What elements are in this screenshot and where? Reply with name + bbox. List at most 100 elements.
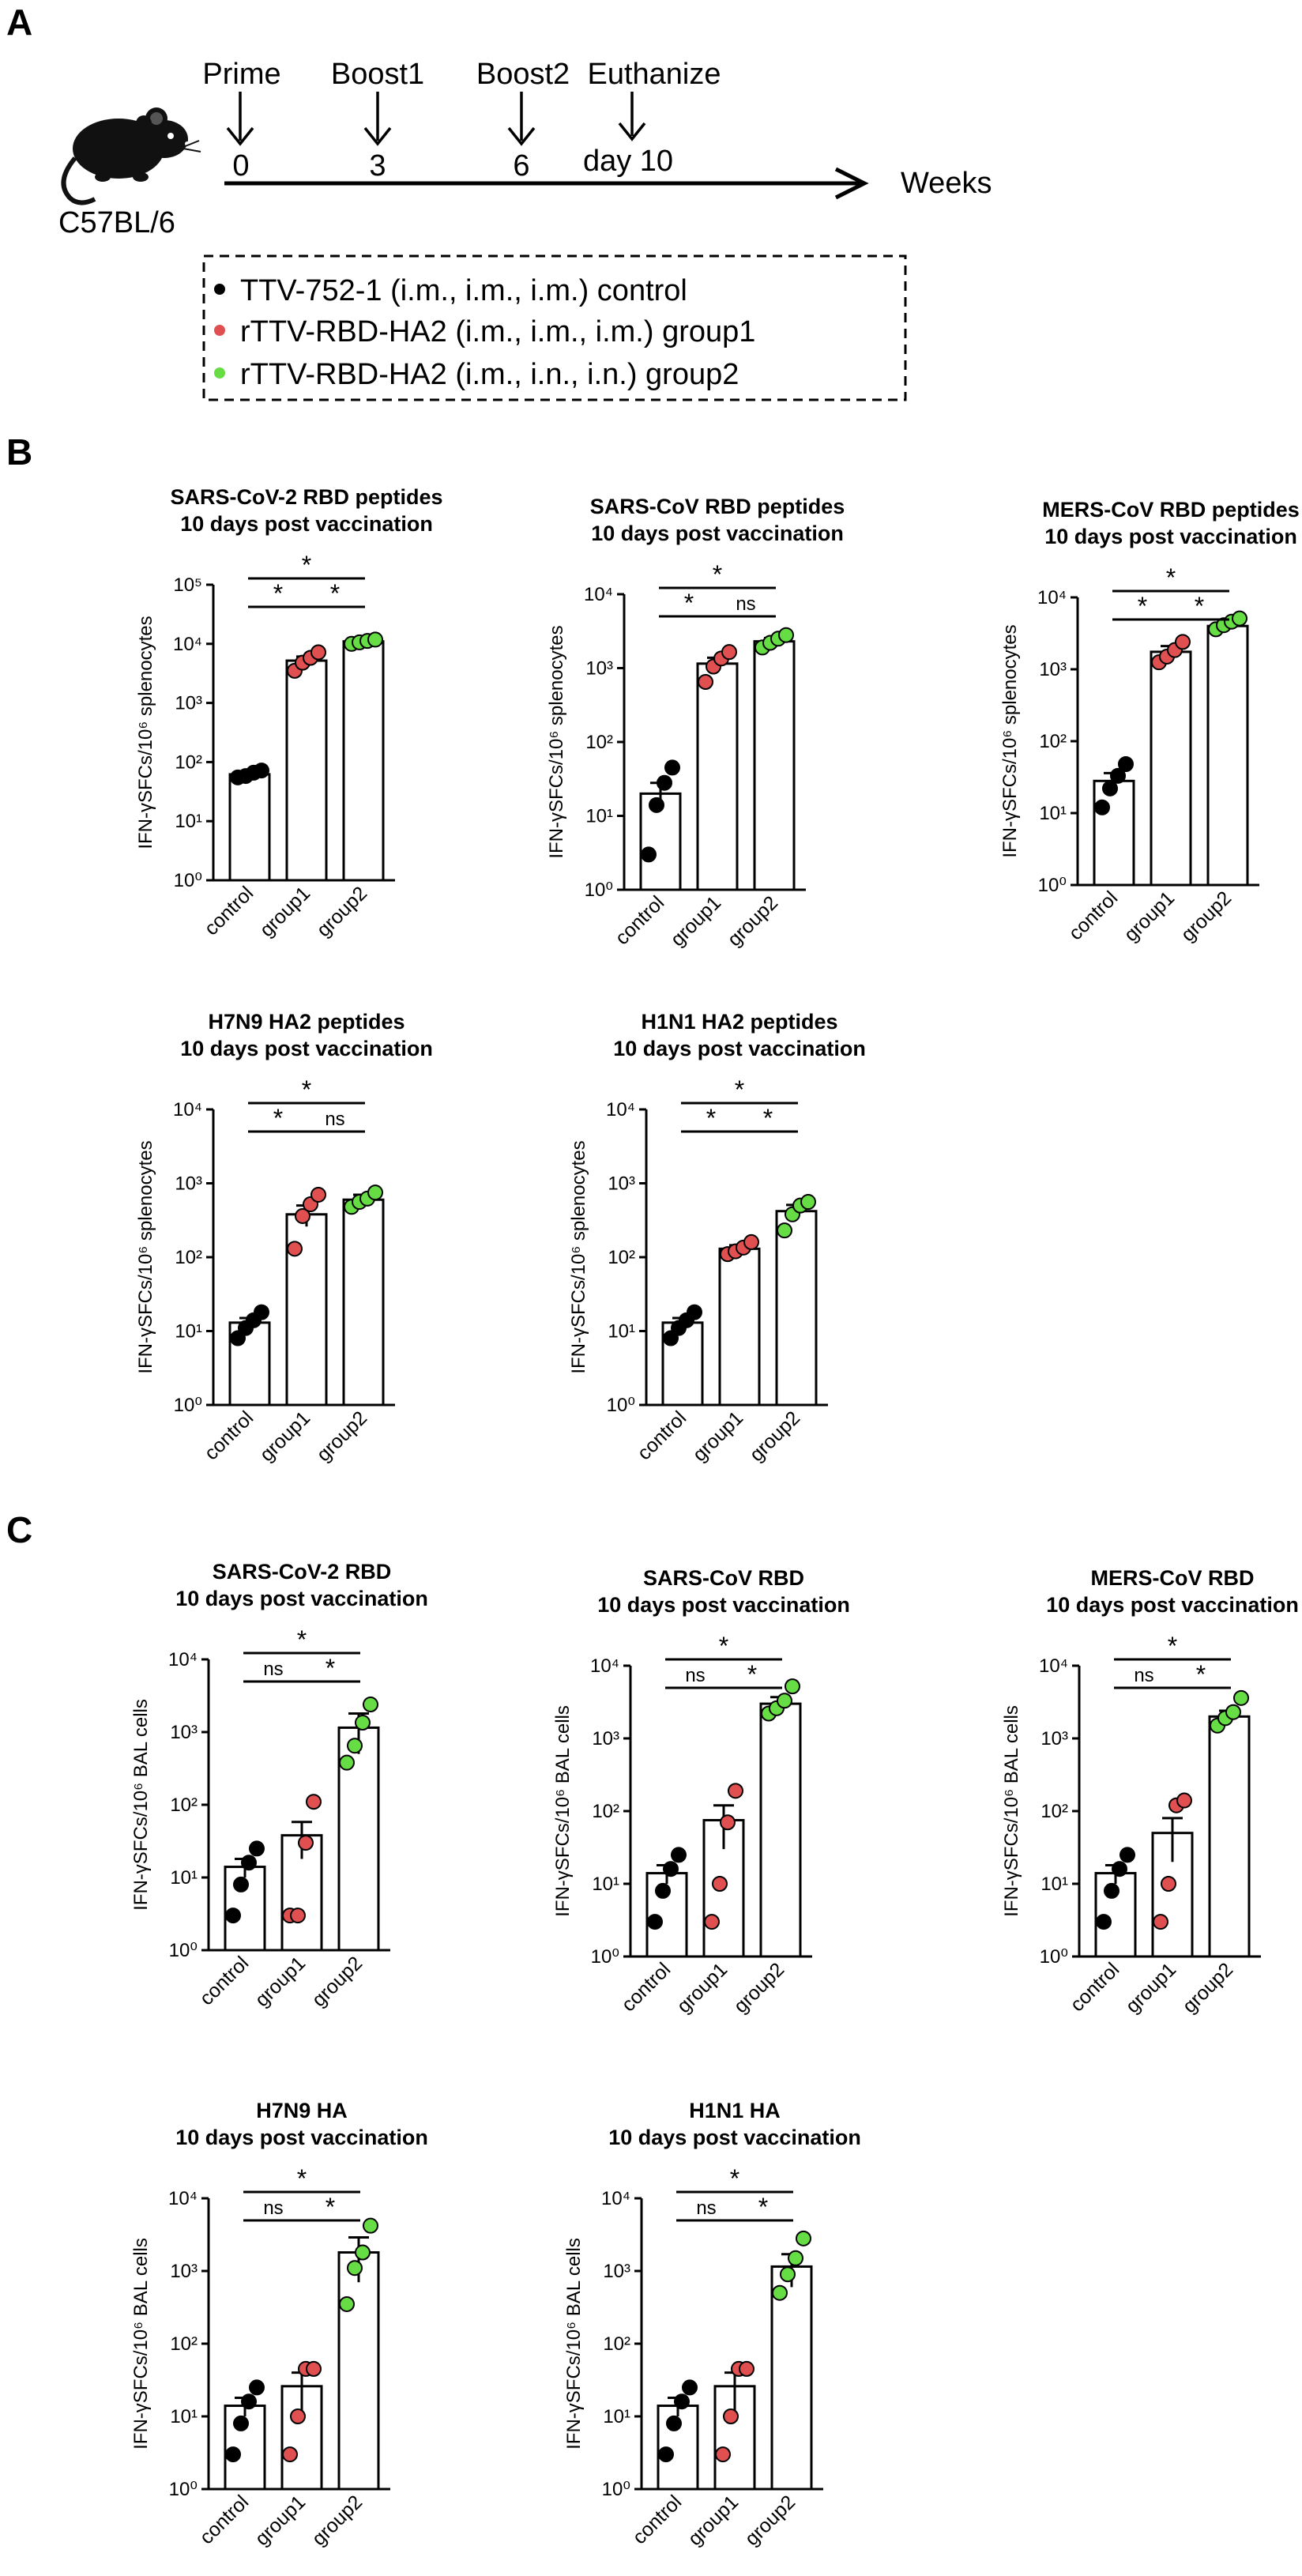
data-point-group2 <box>339 2295 355 2312</box>
x-tick-label: group1 <box>250 1952 310 2011</box>
y-tick-label: 10² <box>1039 731 1067 752</box>
ns-label: ns <box>263 1659 283 1680</box>
y-tick-label: 10³ <box>170 1722 198 1743</box>
data-point-control <box>682 2379 698 2396</box>
data-point-group2 <box>780 2266 796 2283</box>
data-point-control <box>655 1882 671 1899</box>
data-point-group1 <box>290 1908 306 1924</box>
y-axis-label: IFN-γSFCs/10⁶ BAL cells <box>563 2238 585 2450</box>
legend-box <box>202 254 907 401</box>
bar-group2 <box>753 640 796 891</box>
data-point-group1 <box>723 2408 739 2424</box>
legend: TTV-752-1 (i.m., i.m., i.m.) control rTT… <box>214 274 755 391</box>
y-tick-label: 10⁴ <box>168 1649 198 1670</box>
data-point-control <box>674 2393 690 2410</box>
data-point-group2 <box>355 2244 371 2261</box>
y-tick-label: 10³ <box>1039 659 1067 680</box>
timeline-axis-label: Weeks <box>901 167 992 200</box>
data-point-group2 <box>1233 1689 1249 1706</box>
x-tick-label: group1 <box>666 891 725 951</box>
data-point-group2 <box>367 1184 383 1201</box>
bar-control <box>228 773 271 882</box>
data-point-control <box>225 2446 241 2463</box>
chart-title-line: MERS-CoV RBD peptides <box>1042 498 1300 522</box>
data-point-control <box>230 1330 246 1346</box>
chart-title-line: 10 days post vaccination <box>613 1037 866 1060</box>
chart-title-line: 10 days post vaccination <box>180 512 433 536</box>
data-point-control <box>663 1861 679 1877</box>
data-point-control <box>1104 1882 1119 1899</box>
y-tick-label: 10³ <box>1040 1728 1068 1749</box>
chart-C1: SARS-CoV-2 RBD 10 days post vaccination 10… <box>130 1560 428 2011</box>
significance-label: * <box>730 2164 739 2193</box>
ns-label: ns <box>685 1665 705 1686</box>
y-axis-label: IFN-γSFCs/10⁶ splenocytes <box>546 625 567 858</box>
ns-label: ns <box>1134 1665 1153 1686</box>
x-tick-label: group1 <box>1121 1958 1180 2017</box>
significance-label: * <box>735 1075 744 1104</box>
data-point-group1 <box>728 1783 743 1799</box>
data-point-group1 <box>715 2446 731 2463</box>
data-point-group2 <box>363 2217 378 2234</box>
data-point-control <box>687 1304 702 1320</box>
data-point-group1 <box>310 644 326 661</box>
data-point-group2 <box>788 2250 803 2266</box>
timeline-arrowhead <box>834 167 869 200</box>
y-tick-label: 10⁴ <box>601 2188 630 2209</box>
data-point-control <box>664 759 680 776</box>
chart-title-line: H1N1 HA <box>689 2099 781 2122</box>
x-tick-label: group2 <box>1176 887 1236 946</box>
event-arrow-euthanize <box>618 122 646 141</box>
bar-group2 <box>775 1210 818 1407</box>
chart-title-line: 10 days post vaccination <box>180 1037 433 1060</box>
chart-title-line: 10 days post vaccination <box>175 2126 428 2149</box>
y-tick-label: 10⁰ <box>1038 875 1067 896</box>
event-label-boost1: Boost1 <box>331 58 424 91</box>
data-point-control <box>671 1847 687 1863</box>
y-tick-label: 10³ <box>175 693 202 714</box>
data-point-group2 <box>772 2284 788 2301</box>
x-tick-label: group1 <box>683 2491 743 2550</box>
chart-title-line: 10 days post vaccination <box>608 2126 861 2149</box>
significance-label: * <box>273 1104 283 1132</box>
y-tick-label: 10⁴ <box>168 2188 198 2209</box>
data-point-group1 <box>739 2360 754 2377</box>
y-tick-label: 10² <box>170 1795 198 1816</box>
y-tick-label: 10¹ <box>585 806 613 827</box>
data-point-control <box>249 2379 265 2396</box>
schedule-panel: C57BL/6 Weeks Prime 0 Boost1 3 Boost2 6 … <box>58 58 992 401</box>
bar-group2 <box>759 1702 802 1958</box>
panel-letter-c: C <box>6 1509 32 1550</box>
mouse-icon <box>61 107 201 205</box>
y-tick-label: 10⁰ <box>1040 1946 1068 1968</box>
data-point-group1 <box>295 1207 310 1224</box>
charts: SARS-CoV-2 RBD peptides 10 days post vacc… <box>130 485 1300 2550</box>
bar-group1 <box>718 1247 761 1407</box>
data-point-control <box>249 1840 265 1857</box>
chart-B2: SARS-CoV RBD peptides 10 days post vaccin… <box>546 495 845 951</box>
chart-title-line: H1N1 HA2 peptides <box>641 1010 837 1034</box>
x-tick-label: control <box>628 2491 686 2548</box>
y-tick-label: 10² <box>170 2333 198 2355</box>
y-tick-label: 10³ <box>603 2261 630 2282</box>
significance-label: * <box>297 2164 307 2193</box>
data-point-group2 <box>355 1715 371 1731</box>
data-point-group1 <box>1153 1914 1168 1930</box>
y-tick-label: 10⁰ <box>174 1395 202 1416</box>
data-point-group1 <box>1175 634 1191 650</box>
data-point-control <box>241 1855 257 1871</box>
significance-label: * <box>273 579 283 608</box>
y-tick-label: 10² <box>592 1801 619 1822</box>
x-tick-label: control <box>1066 1958 1123 2016</box>
y-tick-label: 10⁰ <box>169 2479 198 2500</box>
x-tick-label: control <box>617 1958 675 2016</box>
data-point-group2 <box>796 2230 811 2246</box>
x-tick-label: control <box>1064 887 1122 944</box>
significance-label: * <box>706 1104 716 1132</box>
y-tick-label: 10⁰ <box>174 870 202 891</box>
y-tick-label: 10⁵ <box>173 574 202 596</box>
y-tick-label: 10⁴ <box>1037 587 1067 608</box>
y-axis-label: IFN-γSFCs/10⁶ splenocytes <box>135 616 156 849</box>
y-axis-label: IFN-γSFCs/10⁶ BAL cells <box>130 2238 152 2450</box>
